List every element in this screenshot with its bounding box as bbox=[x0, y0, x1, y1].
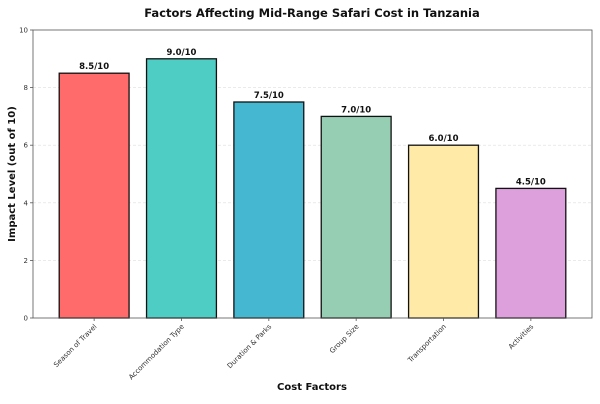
chart-title: Factors Affecting Mid-Range Safari Cost … bbox=[144, 6, 480, 20]
data-label: 9.0/10 bbox=[166, 48, 196, 58]
data-label: 4.5/10 bbox=[516, 177, 546, 187]
y-tick-label: 6 bbox=[24, 142, 29, 150]
bar bbox=[320, 115, 392, 319]
data-label: 6.0/10 bbox=[429, 134, 459, 144]
y-tick-label: 10 bbox=[19, 27, 28, 35]
data-label: 7.0/10 bbox=[341, 105, 371, 115]
y-axis-label: Impact Level (out of 10) bbox=[7, 106, 18, 242]
data-label: 7.5/10 bbox=[254, 91, 284, 101]
y-tick-label: 2 bbox=[24, 257, 28, 265]
x-tick-label: Transportation bbox=[406, 323, 448, 365]
bar bbox=[145, 58, 218, 319]
bar bbox=[495, 187, 567, 319]
x-tick-label: Accommodation Type bbox=[127, 323, 186, 382]
bar bbox=[58, 72, 130, 319]
x-tick-label: Season of Travel bbox=[52, 323, 98, 369]
y-tick-label: 4 bbox=[24, 199, 29, 207]
y-tick-label: 0 bbox=[24, 315, 28, 323]
x-tick-label: Activities bbox=[507, 323, 535, 351]
x-tick-label: Group Size bbox=[328, 323, 360, 355]
data-label: 8.5/10 bbox=[79, 62, 109, 72]
bar bbox=[233, 101, 305, 319]
x-tick-label: Duration & Parks bbox=[226, 323, 274, 371]
x-axis-label: Cost Factors bbox=[277, 382, 347, 393]
y-tick-label: 8 bbox=[24, 84, 28, 92]
bar bbox=[407, 144, 480, 319]
plot-frame bbox=[32, 29, 593, 319]
